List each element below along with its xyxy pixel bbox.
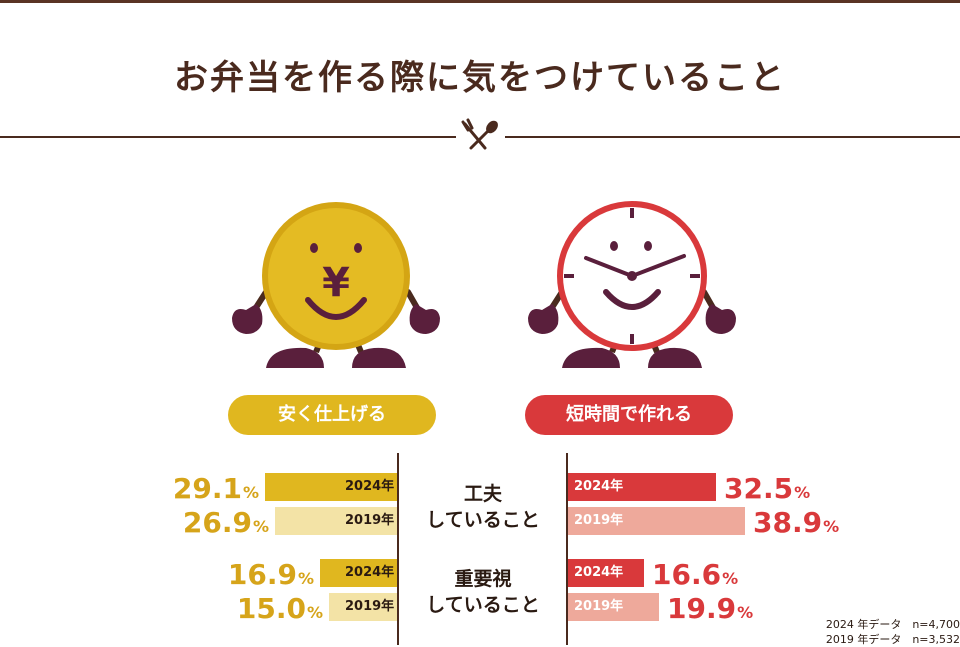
top-border <box>0 0 960 3</box>
bar-value-number: 29.1 <box>172 472 242 505</box>
clock-character <box>528 201 736 368</box>
bar-year-label: 2024年 <box>345 565 395 580</box>
bar-cheap-2024年 <box>320 559 397 587</box>
yen-coin-character: ¥ <box>232 202 440 368</box>
bar-value-unit: % <box>737 603 754 622</box>
bar-value-number: 38.9 <box>753 506 823 539</box>
category-label-kufu: 工夫 していること <box>420 481 546 533</box>
bar-value-unit: % <box>297 569 314 588</box>
bar-value-number: 16.9 <box>227 558 297 591</box>
category-label-juyoshi: 重要視 していること <box>420 566 546 618</box>
bar-value-unit: % <box>794 483 811 502</box>
bar-cheap-2019年 <box>275 507 397 535</box>
sample-note-2024: 2024 年データ n=4,700 <box>825 618 960 631</box>
bar-value-unit: % <box>823 517 840 536</box>
bar-value-number: 32.5 <box>724 472 794 505</box>
bar-value-unit: % <box>242 483 259 502</box>
bar-year-label: 2019年 <box>345 599 395 614</box>
sample-note-2019: 2019 年データ n=3,532 <box>825 633 960 646</box>
category-line: していること <box>426 509 540 531</box>
bar-year-label: 2019年 <box>574 513 624 528</box>
bar-cheap-2024年 <box>265 473 397 501</box>
group-label-quick: 短時間で作れる <box>525 395 733 435</box>
bar-value-unit: % <box>306 603 323 622</box>
fork-spoon-icon <box>461 118 498 150</box>
axis-right <box>566 453 568 645</box>
bar-value-unit: % <box>252 517 269 536</box>
bar-value-label: 29.1% <box>173 475 259 507</box>
bar-value-label: 38.9% <box>753 509 839 541</box>
bar-value-unit: % <box>722 569 739 588</box>
bar-quick-2019年 <box>568 507 745 535</box>
bar-year-label: 2019年 <box>574 599 624 614</box>
bar-value-number: 15.0 <box>236 592 306 625</box>
bar-value-number: 16.6 <box>652 558 722 591</box>
bar-value-label: 16.9% <box>228 561 314 593</box>
bar-value-number: 26.9 <box>182 506 252 539</box>
title-divider-right <box>505 136 960 138</box>
bar-value-label: 19.9% <box>667 595 753 627</box>
bar-year-label: 2024年 <box>574 565 624 580</box>
bar-cheap-2019年 <box>329 593 397 621</box>
group-label-cheap: 安く仕上げる <box>228 395 436 435</box>
category-line: 工夫 <box>463 483 502 505</box>
title-divider-left <box>0 136 456 138</box>
bar-year-label: 2024年 <box>345 479 395 494</box>
bar-value-label: 16.6% <box>652 561 738 593</box>
bar-year-label: 2024年 <box>574 479 624 494</box>
yen-symbol: ¥ <box>322 260 350 306</box>
bar-value-label: 15.0% <box>237 595 323 627</box>
bar-value-label: 32.5% <box>724 475 810 507</box>
bar-value-number: 19.9 <box>667 592 737 625</box>
bar-quick-2024年 <box>568 473 716 501</box>
page-title: お弁当を作る際に気をつけていること <box>174 58 786 98</box>
bar-year-label: 2019年 <box>345 513 395 528</box>
bar-value-label: 26.9% <box>183 509 269 541</box>
bar-quick-2024年 <box>568 559 644 587</box>
category-line: していること <box>426 594 540 616</box>
axis-left <box>397 453 399 645</box>
category-line: 重要視 <box>454 568 512 590</box>
bar-quick-2019年 <box>568 593 659 621</box>
